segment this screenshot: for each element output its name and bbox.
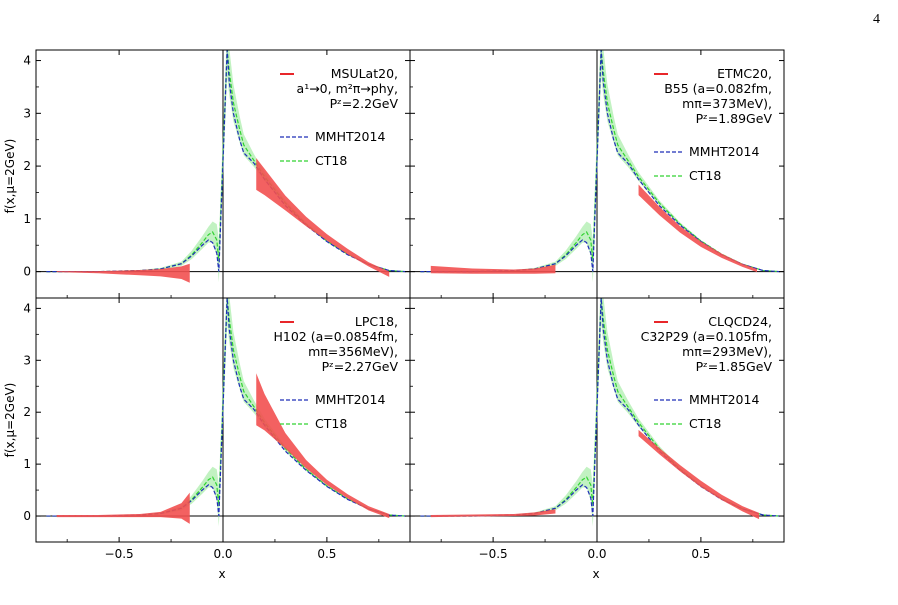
y-tick-label: 2 <box>23 405 31 419</box>
lattice-band-negative <box>430 509 556 518</box>
y-tick-label: 1 <box>23 212 31 226</box>
lattice-band-negative <box>430 264 556 274</box>
legend-lattice-text: mπ=356MeV), <box>308 344 398 359</box>
legend-ct18-text: CT18 <box>689 168 721 183</box>
ct18-band <box>420 298 780 527</box>
axis-labels-group: f(x,μ=2GeV) f(x,μ=2GeV) x x <box>3 139 600 581</box>
y-tick-label: 2 <box>23 159 31 173</box>
legend-lattice-text: Pᶻ=1.85GeV <box>696 359 773 374</box>
plot-area-bottom-left <box>36 298 410 542</box>
x-axis-label-left: x <box>218 567 225 581</box>
lattice-band-positive <box>256 158 390 277</box>
legend-ct18-text: CT18 <box>689 416 721 431</box>
panel-frame <box>409 297 785 543</box>
legend-lattice-text: ETMC20, <box>717 66 772 81</box>
x-tick-label: −0.5 <box>105 547 134 561</box>
y-axis-label-top: f(x,μ=2GeV) <box>3 139 17 214</box>
legend-lattice-text: Pᶻ=1.89GeV <box>696 111 773 126</box>
x-tick-label: 0.0 <box>587 547 606 561</box>
legend-ct18-text: CT18 <box>315 153 347 168</box>
y-tick-label: 0 <box>23 509 31 523</box>
legend-mmht-text: MMHT2014 <box>689 392 759 407</box>
y-tick-label: 4 <box>23 301 31 315</box>
legend-lattice-text: mπ=293MeV), <box>682 344 772 359</box>
panel-bottom-right: −0.5 0.0 0.5 CLQCD24,C32P29 (a=0.105fm,mπ=2… <box>409 297 785 561</box>
legend-mmht-text: MMHT2014 <box>315 129 385 144</box>
y-tick-label: 3 <box>23 353 31 367</box>
y-tick-label: 0 <box>23 265 31 279</box>
page-number: 4 <box>873 12 880 27</box>
legend-lattice-text: H102 (a=0.0854fm, <box>273 329 398 344</box>
y-axis-label-bottom: f(x,μ=2GeV) <box>3 383 17 458</box>
legend-lattice-text: C32P29 (a=0.105fm, <box>641 329 772 344</box>
panel-top-right: ETMC20,B55 (a=0.082fm,mπ=373MeV),Pᶻ=1.89… <box>409 49 785 299</box>
legend-lattice-text: Pᶻ=2.2GeV <box>330 96 399 111</box>
x-tick-label: −0.5 <box>479 547 508 561</box>
legend-ct18-text: CT18 <box>315 416 347 431</box>
plot-area-top-left <box>36 50 410 298</box>
plot-area-bottom-right <box>410 298 784 542</box>
y-tick-label: 3 <box>23 106 31 120</box>
legend-lattice-text: a¹→0, m²π→phy, <box>297 81 398 96</box>
lattice-band-positive <box>256 373 390 519</box>
y-tick-label: 1 <box>23 457 31 471</box>
y-tick-label: 4 <box>23 54 31 68</box>
legend-lattice-text: LPC18, <box>355 314 398 329</box>
lattice-band-negative <box>56 263 190 283</box>
plot-area-top-right <box>410 50 784 298</box>
legend-lattice-text: MSULat20, <box>331 66 398 81</box>
panels-group: 0 1 2 3 4 MSULat20,a¹→0, m²π→phy,Pᶻ=2.2GeV MMH… <box>23 49 785 561</box>
legend-lattice-text: B55 (a=0.082fm, <box>664 81 772 96</box>
ct18-band <box>46 298 406 527</box>
x-tick-label: 0.5 <box>691 547 710 561</box>
mmht-line <box>420 50 780 273</box>
legend-lattice-text: mπ=373MeV), <box>682 96 772 111</box>
x-tick-label: 0.5 <box>317 547 336 561</box>
ct18-band <box>420 50 780 283</box>
lattice-band-negative <box>56 492 190 524</box>
panel-bottom-left: −0.5 0.0 0.5 0 1 2 3 4 LPC18,H102 (a=0.0854fm,mπ… <box>23 297 411 561</box>
panel-top-left: 0 1 2 3 4 MSULat20,a¹→0, m²π→phy,Pᶻ=2.2GeV MMH… <box>23 49 411 299</box>
x-axis-label-right: x <box>592 567 599 581</box>
lattice-band-positive <box>638 429 760 520</box>
x-tick-label: 0.0 <box>213 547 232 561</box>
legend-mmht-text: MMHT2014 <box>689 144 759 159</box>
legend-lattice-text: Pᶻ=2.27GeV <box>322 359 399 374</box>
ct18-band <box>46 50 406 283</box>
legend-lattice-text: CLQCD24, <box>708 314 772 329</box>
legend-mmht-text: MMHT2014 <box>315 392 385 407</box>
mmht-line <box>46 50 406 273</box>
